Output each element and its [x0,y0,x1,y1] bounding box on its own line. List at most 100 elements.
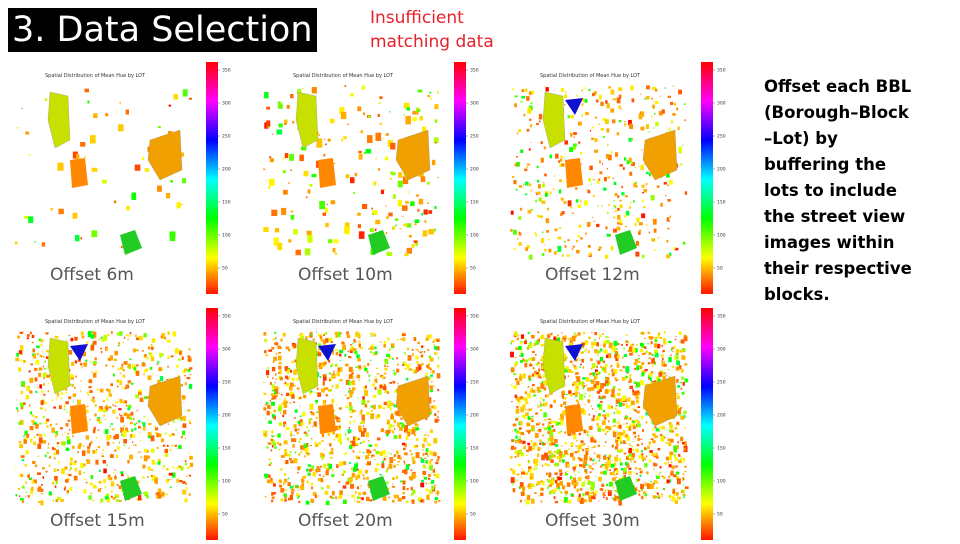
map-patch [410,363,412,365]
map-patch [516,480,518,482]
map-patch [532,90,535,94]
map-patch [373,181,377,186]
map-patch [604,376,607,380]
map-patch [604,254,609,259]
map-patch [515,435,518,439]
map-patch [86,391,89,395]
map-patch [143,449,148,453]
map-patch [344,394,347,396]
map-patch [45,418,50,422]
map-patch [572,212,575,214]
map-patch [667,184,669,187]
map-patch [538,494,541,496]
map-patch [102,408,106,411]
map-panel: Spatial Distribution of Mean Hue by LOT 5… [258,306,508,543]
map-patch [97,429,100,432]
map-patch [679,412,682,415]
map-patch [637,231,641,235]
map-patch [423,476,428,480]
map-patch [546,207,549,211]
map-patch [315,468,319,473]
map-patch [284,366,289,371]
map-patch [428,489,432,493]
map-patch [165,468,169,471]
map-patch [180,435,183,439]
map-patch [636,391,641,396]
map-patch [539,373,541,376]
map-patch [124,387,127,390]
map-patch [418,209,420,211]
map-patch [264,350,267,354]
map-patch [312,338,315,341]
map-patch [432,340,435,343]
map-patch [98,480,102,484]
map-patch [516,155,519,158]
map-patch [70,466,72,470]
map-patch [575,372,579,375]
map-patch [54,485,57,488]
map-patch [69,487,73,491]
map-patch [101,339,105,342]
map-patch [652,440,656,444]
map-patch [278,479,282,484]
map-patch [403,460,405,462]
map-patch [528,183,532,187]
map-patch [402,486,406,491]
map-patch [40,390,44,393]
map-patch [683,334,685,336]
map-patch [634,409,637,412]
map-patch [263,332,267,336]
map-patch [55,449,60,455]
map-patch [595,360,598,362]
map-patch [286,392,290,396]
map-patch [315,443,319,448]
map-patch [553,450,556,453]
map-patch [540,492,544,496]
map-patch [283,473,287,476]
map-patch [87,331,92,338]
map-patch [402,480,406,485]
map-patch [305,452,309,455]
map-patch [574,187,578,190]
map-patch [39,384,43,389]
note-line: matching data [370,32,494,52]
map-patch [392,483,394,485]
map-patch [388,423,393,428]
map-patch [179,479,183,483]
map-patch [342,485,347,489]
map-patch [140,498,143,501]
map-patch [362,403,364,405]
map-patch [522,373,526,379]
map-patch [306,338,308,341]
map-patch [180,466,184,471]
map-patch [625,455,629,460]
map-patch [535,463,537,466]
map-patch [319,465,323,468]
map-patch [267,366,270,370]
map-patch [641,457,646,461]
map-patch [324,490,329,495]
map-patch [352,383,356,386]
map-patch [588,425,593,431]
map-patch [154,427,159,431]
map-patch [183,401,185,403]
map-patch [311,426,313,428]
map-patch [334,425,338,431]
map-patch [436,490,440,495]
map-patch [664,462,667,465]
map-patch [66,339,68,342]
map-patch [602,117,607,121]
map-patch [422,453,425,456]
map-patch [355,366,358,368]
map-patch [579,200,582,203]
map-patch [547,425,551,430]
map-patch [537,215,539,217]
map-patch [155,432,158,435]
map-patch [628,376,632,379]
map-patch [536,453,540,458]
map-patch [677,444,679,446]
map-patch [266,120,271,127]
map-patch [653,228,657,233]
map-patch [15,357,20,362]
map-patch [271,499,274,503]
